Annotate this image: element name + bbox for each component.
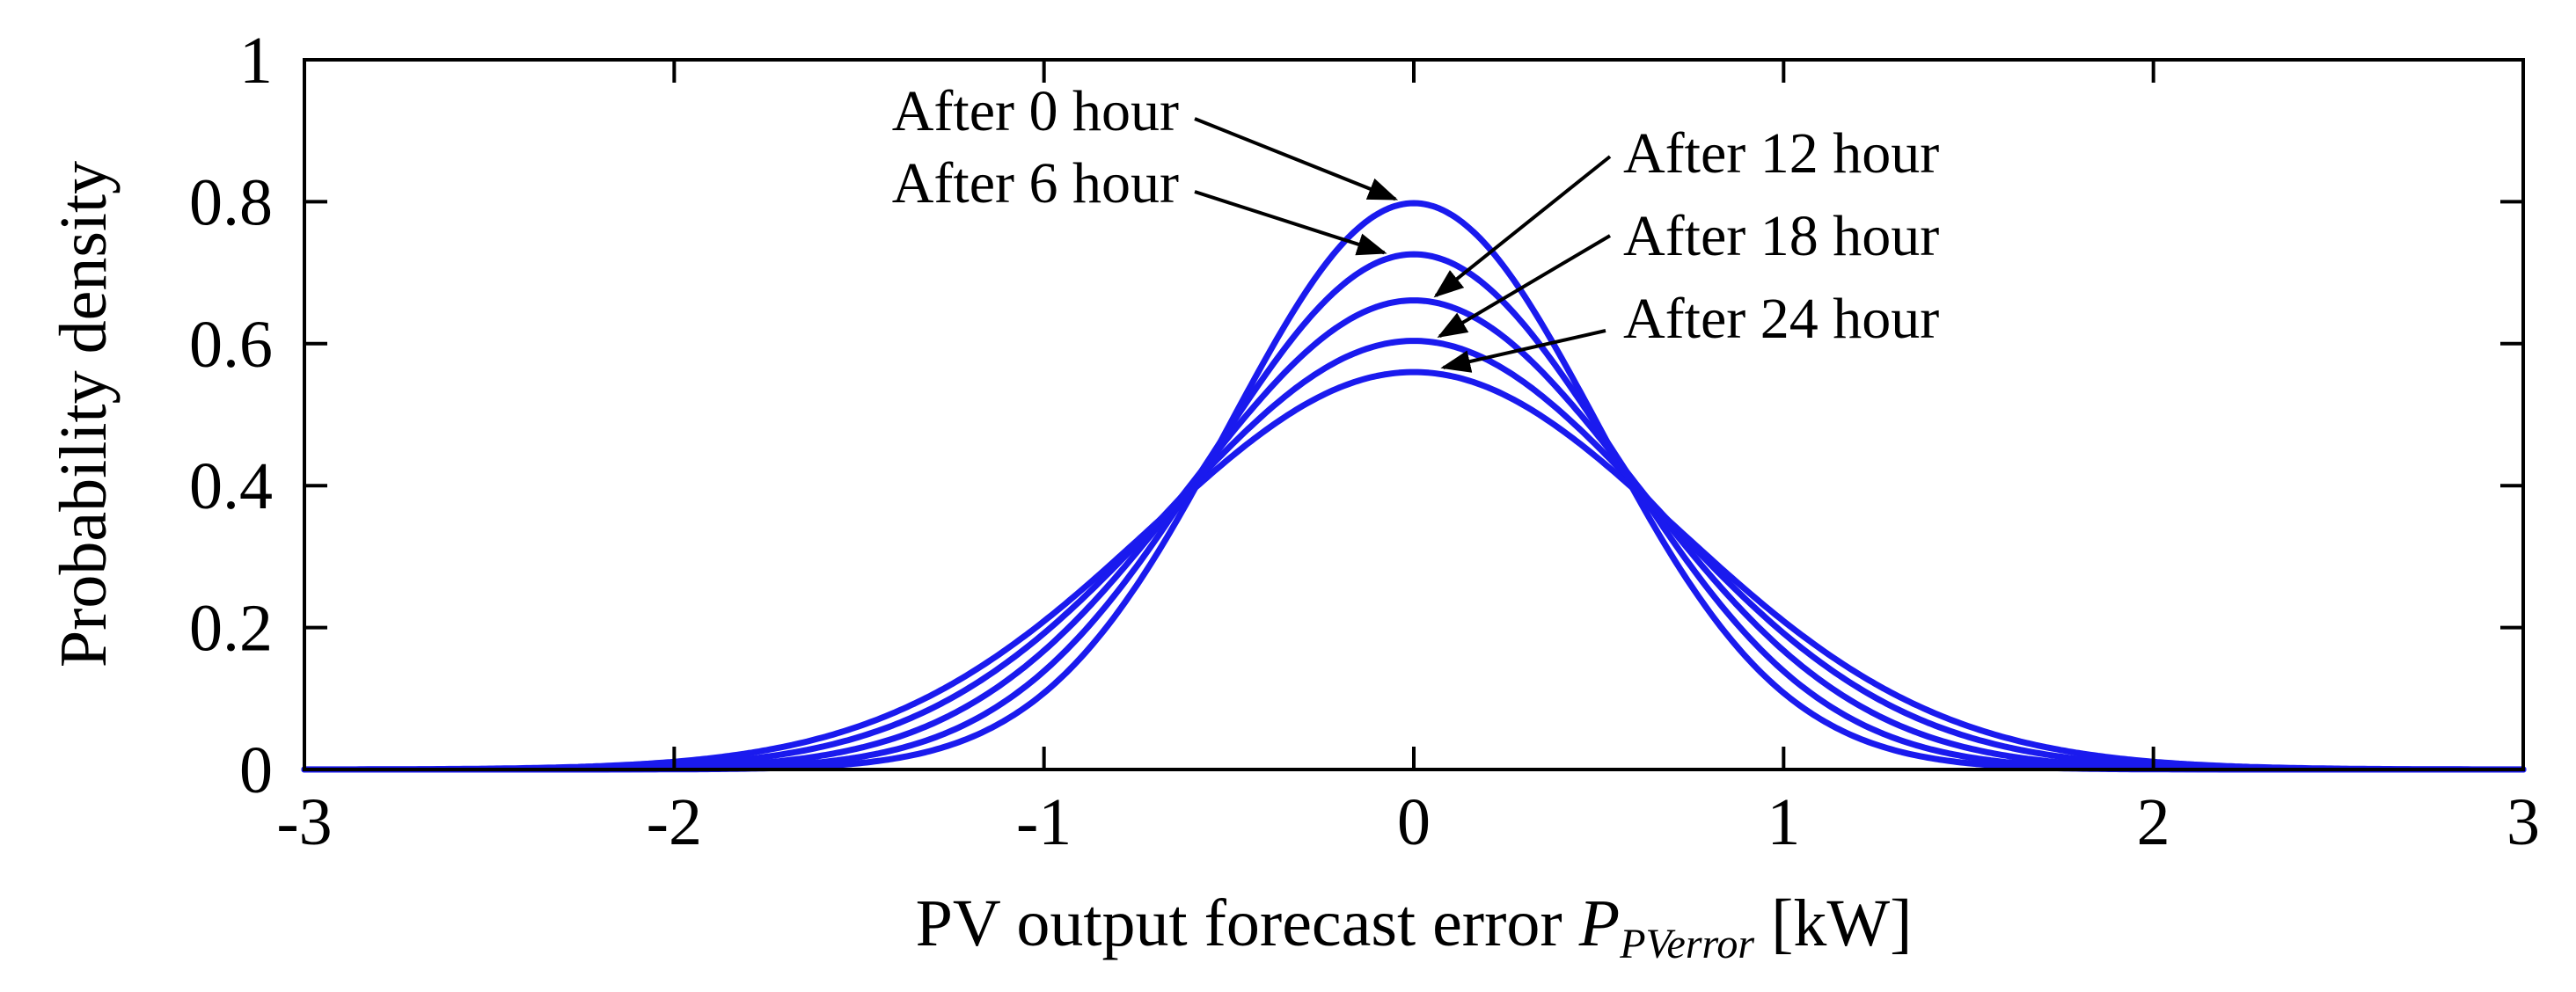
x-axis-title-subscript: PVerror	[1619, 921, 1754, 967]
annotation-label-0: After 0 hour	[892, 79, 1179, 143]
y-tick-label-0: 0	[239, 733, 273, 807]
y-tick-labels: 0 0.2 0.4 0.6 0.8 1	[189, 24, 273, 807]
annotation-label-2: After 12 hour	[1623, 121, 1939, 186]
x-tick-label-3: 0	[1397, 785, 1431, 859]
x-tick-label-5: 2	[2137, 785, 2170, 859]
series-group	[301, 200, 2527, 773]
x-tick-label-2: -1	[1016, 785, 1072, 859]
x-tick-labels: -3 -2 -1 0 1 2 3	[276, 785, 2540, 859]
annotation-arrow-3	[1437, 234, 1612, 339]
x-tick-label-4: 1	[1767, 785, 1800, 859]
annotation-arrow-2	[1433, 155, 1612, 298]
plot-frame	[303, 58, 2525, 771]
x-axis-title: PV output forecast error PPVerror [kW]	[916, 886, 1913, 967]
annotation-arrow-4	[1440, 329, 1606, 373]
y-tick-label-2: 0.4	[189, 449, 273, 523]
y-tick-label-4: 0.8	[189, 165, 273, 239]
x-ticks	[303, 60, 2525, 770]
annotation-label-4: After 24 hour	[1623, 287, 1939, 351]
series-line-2	[301, 251, 2527, 773]
x-tick-label-0: -3	[276, 785, 332, 859]
y-tick-label-1: 0.2	[189, 592, 273, 666]
series-line-5	[301, 368, 2527, 773]
y-tick-label-5: 1	[239, 24, 273, 98]
y-tick-label-3: 0.6	[189, 308, 273, 382]
x-tick-label-6: 3	[2506, 785, 2540, 859]
series-line-1	[301, 200, 2527, 773]
x-tick-label-1: -2	[647, 785, 702, 859]
x-axis-title-suffix: [kW]	[1754, 886, 1912, 960]
annotation-label-1: After 6 hour	[892, 151, 1179, 215]
series-line-4	[301, 338, 2527, 773]
y-ticks	[304, 58, 2523, 771]
annotation-arrow-1	[1194, 190, 1387, 256]
x-axis-title-symbol: P	[1578, 886, 1620, 960]
annotation-arrow-0	[1194, 117, 1399, 201]
y-axis-title: Probability density	[47, 161, 121, 667]
x-axis-title-prefix: PV output forecast error	[916, 886, 1579, 960]
annotations-group: After 0 hour After 6 hour After 12 hour Aft…	[892, 79, 1939, 373]
annotation-label-3: After 18 hour	[1623, 204, 1939, 268]
